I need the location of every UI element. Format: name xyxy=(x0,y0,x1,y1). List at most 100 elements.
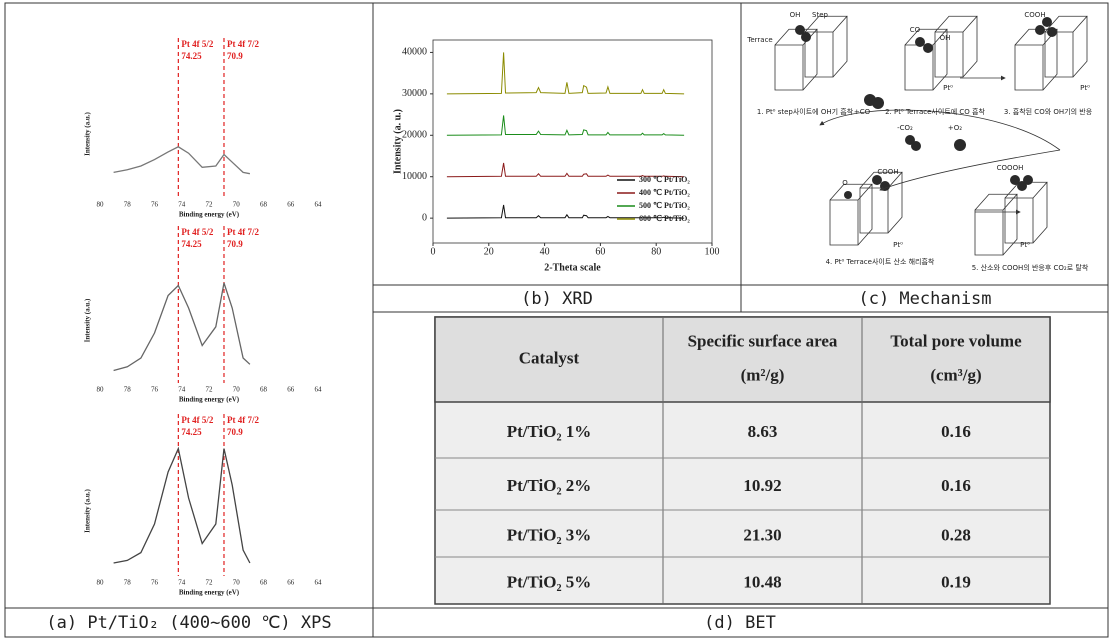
x-tick-label: 40 xyxy=(540,246,550,257)
legend-label: 300 ℃ Pt/TiO₂ xyxy=(639,175,690,184)
site-face xyxy=(1044,15,1088,78)
mechanism-label: COOH xyxy=(1024,11,1045,19)
molecule xyxy=(801,32,811,42)
x-tick-label: 68 xyxy=(260,579,268,587)
x-tick-label: 0 xyxy=(431,246,436,257)
molecule xyxy=(923,43,933,53)
table-cell: 0.16 xyxy=(941,476,971,495)
molecule xyxy=(1047,27,1057,37)
mechanism-label: Step xyxy=(812,11,828,19)
site-block xyxy=(1004,181,1048,244)
reference-label: Pt 4f 7/2 xyxy=(227,227,259,237)
molecule xyxy=(844,191,852,199)
x-tick-label: 72 xyxy=(206,579,214,587)
site-face xyxy=(1014,28,1058,91)
molecule xyxy=(795,25,805,35)
series-line xyxy=(446,115,685,136)
site-face xyxy=(974,193,1018,256)
legend-label: 500 ℃ Pt/TiO₂ xyxy=(639,201,690,210)
reference-value: 74.25 xyxy=(181,239,202,249)
x-tick-label: 78 xyxy=(124,579,132,587)
frame xyxy=(4,2,1109,638)
mechanism-label: Pt⁰ xyxy=(943,84,953,92)
reference-label: Pt 4f 5/2 xyxy=(181,227,213,237)
x-tick-label: 68 xyxy=(260,201,268,209)
site-face xyxy=(829,183,873,246)
x-axis-label: 2-Theta scale xyxy=(544,262,601,273)
caption: (c) Mechanism xyxy=(858,289,991,309)
table-cell: 0.16 xyxy=(941,422,971,441)
reference-value: 74.25 xyxy=(181,51,202,61)
x-tick-label: 74 xyxy=(178,201,186,209)
site-block xyxy=(974,193,1018,256)
mechanism-label: 3. 흡착된 CO와 OH기의 반응 xyxy=(1004,107,1093,116)
x-tick-label: 80 xyxy=(651,246,661,257)
table-header: Specific surface area xyxy=(688,331,838,350)
x-tick-label: 66 xyxy=(287,386,295,394)
x-tick-label: 64 xyxy=(315,201,323,209)
mechanism-label: O xyxy=(842,179,848,187)
x-tick-label: 72 xyxy=(206,386,214,394)
table-cell: 10.92 xyxy=(743,476,781,495)
x-tick-label: 72 xyxy=(206,201,214,209)
mechanism-label: COOOH xyxy=(997,164,1024,172)
mechanism-label: Pt⁰ xyxy=(1080,84,1090,92)
mechanism-label: OH xyxy=(790,11,801,19)
x-tick-label: 100 xyxy=(705,246,720,257)
x-tick-label: 74 xyxy=(178,386,186,394)
x-axis-label: Binding energy (eV) xyxy=(179,589,240,597)
x-tick-label: 74 xyxy=(178,579,186,587)
molecule xyxy=(1035,25,1045,35)
y-tick-label: 0 xyxy=(422,212,427,223)
mechanism-label: OH xyxy=(940,34,951,42)
reference-label: Pt 4f 7/2 xyxy=(227,415,259,425)
molecule xyxy=(872,175,882,185)
mechanism-label: 1. Pt⁰ step사이트에 OH기 흡착 xyxy=(757,107,854,116)
mechanism-label: +O₂ xyxy=(948,124,962,132)
mechanism-label: COOH xyxy=(877,168,898,176)
site-face xyxy=(859,171,903,234)
site-block xyxy=(1014,28,1058,91)
caption: (a) Pt/TiO₂ (400~600 ℃) XPS xyxy=(46,613,331,633)
x-tick-label: 76 xyxy=(151,579,159,587)
site-face xyxy=(804,15,848,78)
x-tick-label: 80 xyxy=(97,201,105,209)
site-face xyxy=(1004,181,1048,244)
molecule xyxy=(872,97,884,109)
plot-frame xyxy=(432,39,713,244)
y-axis-label: Intensity (a.u.) xyxy=(84,298,92,342)
site-block xyxy=(934,15,978,78)
mechanism-label: Terrace xyxy=(746,36,772,44)
x-tick-label: 20 xyxy=(484,246,494,257)
mechanism-label: 2. Pt⁰ Terrace사이트에 CO 흡착 xyxy=(885,107,985,116)
mechanism-label: Pt⁰ xyxy=(1020,241,1030,249)
x-tick-label: 60 xyxy=(595,246,605,257)
x-tick-label: 66 xyxy=(287,579,295,587)
caption: (d) BET xyxy=(704,613,776,633)
legend-label: 600 ℃ Pt/TiO₂ xyxy=(639,214,690,223)
x-tick-label: 80 xyxy=(97,579,105,587)
y-tick-label: 30000 xyxy=(402,88,427,99)
molecule xyxy=(915,37,925,47)
x-tick-label: 66 xyxy=(287,201,295,209)
caption: (b) XRD xyxy=(521,289,593,309)
spectrum-line xyxy=(113,146,251,175)
x-tick-label: 76 xyxy=(151,201,159,209)
reference-label: Pt 4f 5/2 xyxy=(181,39,213,49)
x-tick-label: 70 xyxy=(233,386,241,394)
molecule xyxy=(1010,175,1020,185)
mechanism-label: Pt⁰ xyxy=(893,241,903,249)
reference-value: 74.25 xyxy=(181,427,202,437)
table-cell: Pt/TiO₂ 2% xyxy=(507,476,592,495)
x-tick-label: 64 xyxy=(315,386,323,394)
arrow xyxy=(879,149,1061,191)
mechanism-label: 4. Pt⁰ Terrace사이트 산소 해리흡착 xyxy=(826,257,935,266)
reference-value: 70.9 xyxy=(227,51,243,61)
reference-value: 70.9 xyxy=(227,427,243,437)
table-cell: 0.28 xyxy=(941,525,971,544)
mechanism-label: 5. 산소와 COOH의 반응후 CO₂로 탈착 xyxy=(972,263,1089,272)
y-tick-label: 20000 xyxy=(402,130,427,141)
site-block xyxy=(804,15,848,78)
site-face xyxy=(934,15,978,78)
